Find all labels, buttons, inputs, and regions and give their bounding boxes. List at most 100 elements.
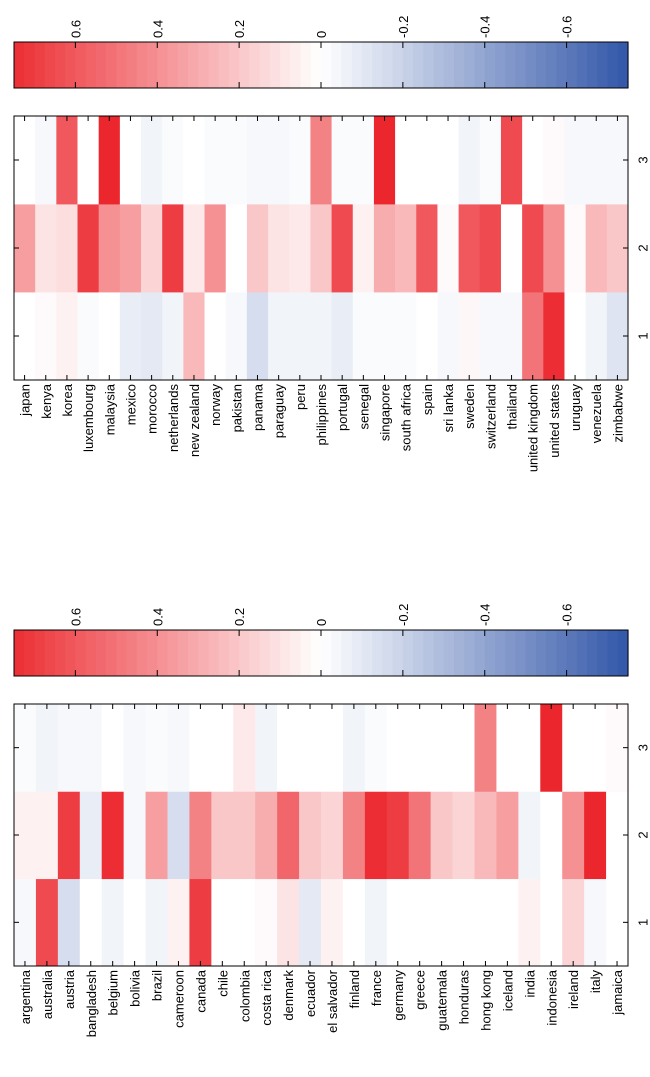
heatmap-cell <box>268 292 290 381</box>
heatmap-cell <box>35 878 59 967</box>
colorbar-swatch <box>392 630 404 676</box>
colorbar-swatch <box>228 630 240 676</box>
colorbar-swatch <box>505 42 517 88</box>
heatmap-cell <box>564 116 587 205</box>
colorbar-swatch <box>85 42 97 88</box>
colorbar-swatch <box>402 630 414 676</box>
heatmap-cell <box>299 704 322 792</box>
colorbar-swatch <box>443 630 455 676</box>
row-label: korea <box>60 383 75 416</box>
colorbar-swatch <box>535 630 547 676</box>
row-label: spain <box>420 384 435 415</box>
heatmap-cell <box>255 878 278 967</box>
row-label: japan <box>18 384 33 417</box>
heatmap-cell <box>452 704 475 792</box>
colorbar-swatch <box>259 42 271 88</box>
colorbar-swatch <box>310 42 322 88</box>
heatmap-cell <box>430 878 453 967</box>
heatmap-cell <box>373 116 396 205</box>
colorbar-swatch <box>147 42 158 88</box>
heatmap-cell <box>540 791 563 880</box>
heatmap-cell <box>119 204 142 293</box>
colorbar-swatch <box>136 42 148 88</box>
heatmap-cell <box>522 116 544 205</box>
heatmap-cell <box>225 116 248 205</box>
heatmap-cell <box>145 704 168 792</box>
colorbar-swatch <box>218 630 230 676</box>
heatmap-cell <box>606 704 629 792</box>
heatmap-cell <box>342 878 366 967</box>
colorbar-swatch <box>525 630 537 676</box>
heatmap-cell <box>204 292 227 381</box>
colorbar-tick-label: -0.4 <box>478 604 493 626</box>
colorbar-swatch <box>505 630 517 676</box>
colorbar-swatch <box>392 42 404 88</box>
row-label: malaysia <box>102 383 117 435</box>
heatmap-cell <box>14 292 36 381</box>
row-label: el salvador <box>325 969 340 1033</box>
heatmap-cell <box>189 791 212 880</box>
colorbar-tick-label: 0 <box>314 31 329 38</box>
row-label: thailand <box>505 384 520 430</box>
row-label: new zealand <box>187 384 202 457</box>
heatmap-cell <box>540 704 563 792</box>
heatmap-cell <box>395 292 417 381</box>
heatmap-cell <box>500 116 523 205</box>
heatmap-cell <box>543 292 565 381</box>
colorbar-swatch <box>413 42 424 88</box>
colorbar-swatch <box>515 630 527 676</box>
colorbar-swatch <box>351 630 363 676</box>
colorbar-swatch <box>116 630 128 676</box>
heatmap-cell <box>331 116 354 205</box>
heatmap-cell <box>233 704 256 792</box>
colorbar-swatch <box>341 42 353 88</box>
row-label: netherlands <box>166 384 181 452</box>
heatmap-cell <box>246 204 269 293</box>
heatmap-cell <box>167 791 190 880</box>
colorbar-swatch <box>65 42 76 88</box>
row-label: switzerland <box>483 384 498 449</box>
heatmap-cell <box>352 292 375 381</box>
heatmap-cell <box>289 292 311 381</box>
colorbar-swatch <box>228 42 240 88</box>
colorbar-swatch <box>546 42 557 88</box>
colorbar-tick-label: 0.4 <box>150 20 165 38</box>
heatmap-cell <box>430 791 453 880</box>
heatmap-cell <box>268 204 290 293</box>
colorbar-swatch <box>556 630 568 676</box>
colorbar-tick-label: -0.4 <box>478 16 493 38</box>
colorbar-swatch <box>566 42 578 88</box>
colorbar-swatch <box>464 630 476 676</box>
heatmap-cell <box>606 878 629 967</box>
colorbar-swatch <box>402 42 414 88</box>
colorbar-swatch <box>95 630 107 676</box>
colorbar-swatch <box>280 630 291 676</box>
heatmap-cell <box>408 791 432 880</box>
colorbar-swatch <box>484 42 496 88</box>
heatmap-cell <box>233 878 256 967</box>
heatmap-cell <box>35 791 59 880</box>
colorbar-swatch <box>157 42 169 88</box>
row-label: honduras <box>457 970 472 1025</box>
row-label: argentina <box>18 969 33 1024</box>
heatmap-panel-top: 0.6 0.4 0.2 0 -0.2 -0.4 -0.6 japan kenya korea lux… <box>13 16 650 472</box>
colorbar-swatch <box>280 42 291 88</box>
row-label: colombia <box>237 969 252 1022</box>
column-label: 2 <box>635 831 650 838</box>
row-label: united kingdom <box>526 384 541 472</box>
heatmap-cell <box>277 878 300 967</box>
colorbar-swatch <box>177 42 189 88</box>
heatmap-cell <box>277 791 300 880</box>
heatmap-cell <box>77 116 100 205</box>
heatmap-cell <box>204 116 227 205</box>
heatmap-cell <box>386 878 410 967</box>
heatmap-cell <box>321 704 344 792</box>
row-label: philippines <box>314 384 329 446</box>
colorbar-swatch <box>106 630 117 676</box>
heatmap-cell <box>562 878 585 967</box>
heatmap-cells-top <box>14 116 629 381</box>
colorbar-swatch <box>269 630 281 676</box>
heatmap-cell <box>123 704 146 792</box>
heatmap-cell <box>479 292 502 381</box>
colorbar-swatch <box>239 630 250 676</box>
